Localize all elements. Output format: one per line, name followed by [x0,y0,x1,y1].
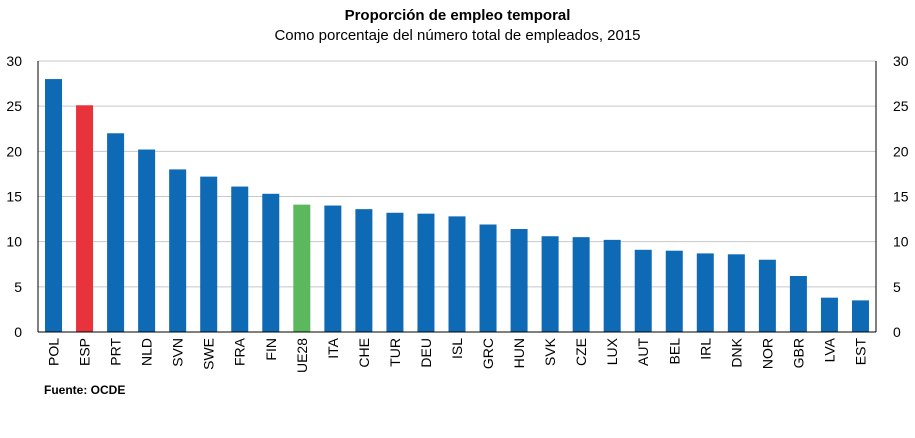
x-tick-label: CZE [573,338,589,366]
bar-swe [200,176,218,332]
y-tick-label-right: 5 [893,279,901,295]
bar-fin [262,193,280,332]
x-tick-label: ESP [77,338,93,366]
bar-prt [107,133,125,332]
bar-nor [758,259,776,332]
y-tick-label-left: 25 [6,98,22,114]
x-tick-label: UE28 [294,338,310,373]
x-tick-label: LUX [604,337,620,365]
bar-che [355,209,373,332]
y-tick-label-right: 0 [893,324,901,340]
x-tick-label: GRC [480,338,496,369]
y-tick-label-left: 15 [6,189,22,205]
bar-chart: 0 0 5 5 10 10 15 15 20 20 25 25 30 30 POL ESP PRT NLD SVN S… [6,53,909,373]
bar-ue28 [293,204,311,332]
bar-tur [386,212,404,332]
bar-lva [820,297,838,332]
bar-fra [231,186,249,332]
bar-grc [479,224,497,332]
bar-deu [417,213,435,332]
bar-cze [572,237,590,332]
bar-esp [76,105,94,332]
bar-hun [510,229,528,332]
x-tick-label: DNK [728,337,744,367]
x-tick-label: NLD [139,338,155,366]
bar-aut [634,249,652,332]
bar-ita [324,205,342,332]
y-tick-label-left: 0 [14,324,22,340]
y-tick-label-left: 5 [14,279,22,295]
chart-subtitle: Como porcentaje del número total de empl… [274,27,641,44]
x-tick-label: EST [852,338,868,366]
x-tick-label: IRL [697,338,713,360]
bar-est [851,300,869,332]
bar-svn [169,169,187,332]
x-tick-label: SWE [201,338,217,370]
bar-gbr [789,275,807,332]
x-tick-label: BEL [666,338,682,365]
x-tick-label: POL [46,338,62,366]
x-tick-label: FIN [263,338,279,361]
y-tick-label-left: 20 [6,143,22,159]
y-tick-label-right: 15 [893,189,909,205]
x-tick-label: HUN [511,338,527,368]
y-tick-label-right: 30 [893,53,909,69]
y-tick-label-right: 20 [893,143,909,159]
x-tick-label: LVA [821,337,837,362]
chart-title: Proporción de empleo temporal [344,7,571,24]
bar-irl [696,253,714,332]
bar-isl [448,216,466,332]
x-tick-label: CHE [356,338,372,368]
bar-lux [603,239,621,332]
x-tick-label: DEU [418,338,434,368]
y-tick-label-left: 10 [6,234,22,250]
x-tick-label: ISL [449,338,465,359]
x-tick-label: NOR [759,338,775,369]
bar-bel [665,250,683,332]
source-note: Fuente: OCDE [44,383,126,397]
x-tick-label: SVK [542,337,558,366]
y-tick-label-right: 10 [893,234,909,250]
y-tick-label-left: 30 [6,53,22,69]
bar-dnk [727,254,745,332]
x-tick-label: PRT [108,338,124,366]
x-tick-label: SVN [170,338,186,367]
x-tick-label: ITA [325,337,341,358]
bar-nld [138,149,156,332]
bar-pol [45,79,63,332]
x-tick-label: GBR [790,338,806,368]
x-tick-label: AUT [635,338,651,366]
x-tick-label: FRA [232,337,248,366]
y-tick-label-right: 25 [893,98,909,114]
x-tick-label: TUR [387,338,403,367]
bar-svk [541,236,559,332]
